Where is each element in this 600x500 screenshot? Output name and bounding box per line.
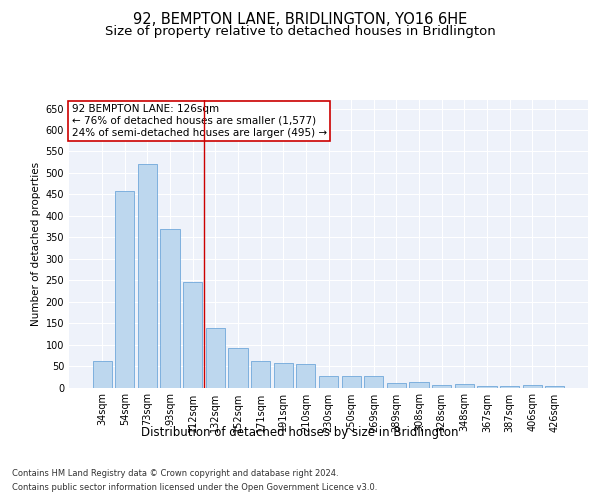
Bar <box>387 383 406 388</box>
Y-axis label: Number of detached properties: Number of detached properties <box>31 162 41 326</box>
Text: Distribution of detached houses by size in Bridlington: Distribution of detached houses by size … <box>141 426 459 439</box>
Bar <box>341 376 361 388</box>
Bar <box>432 386 451 388</box>
Text: 92 BEMPTON LANE: 126sqm
← 76% of detached houses are smaller (1,577)
24% of semi: 92 BEMPTON LANE: 126sqm ← 76% of detache… <box>71 104 327 138</box>
Bar <box>545 386 565 388</box>
Bar <box>92 361 112 388</box>
Bar <box>183 282 202 388</box>
Bar <box>206 328 225 388</box>
Bar <box>229 348 248 388</box>
Bar <box>500 386 519 388</box>
Bar <box>138 164 157 388</box>
Bar <box>296 364 316 388</box>
Bar <box>274 363 293 388</box>
Text: Contains HM Land Registry data © Crown copyright and database right 2024.: Contains HM Land Registry data © Crown c… <box>12 469 338 478</box>
Bar <box>409 382 428 388</box>
Bar <box>455 384 474 388</box>
Text: Size of property relative to detached houses in Bridlington: Size of property relative to detached ho… <box>104 25 496 38</box>
Bar <box>523 386 542 388</box>
Text: 92, BEMPTON LANE, BRIDLINGTON, YO16 6HE: 92, BEMPTON LANE, BRIDLINGTON, YO16 6HE <box>133 12 467 28</box>
Bar <box>319 376 338 388</box>
Bar <box>477 386 497 388</box>
Bar <box>115 191 134 388</box>
Bar <box>251 361 270 388</box>
Bar <box>160 228 180 388</box>
Text: Contains public sector information licensed under the Open Government Licence v3: Contains public sector information licen… <box>12 482 377 492</box>
Bar <box>364 376 383 388</box>
